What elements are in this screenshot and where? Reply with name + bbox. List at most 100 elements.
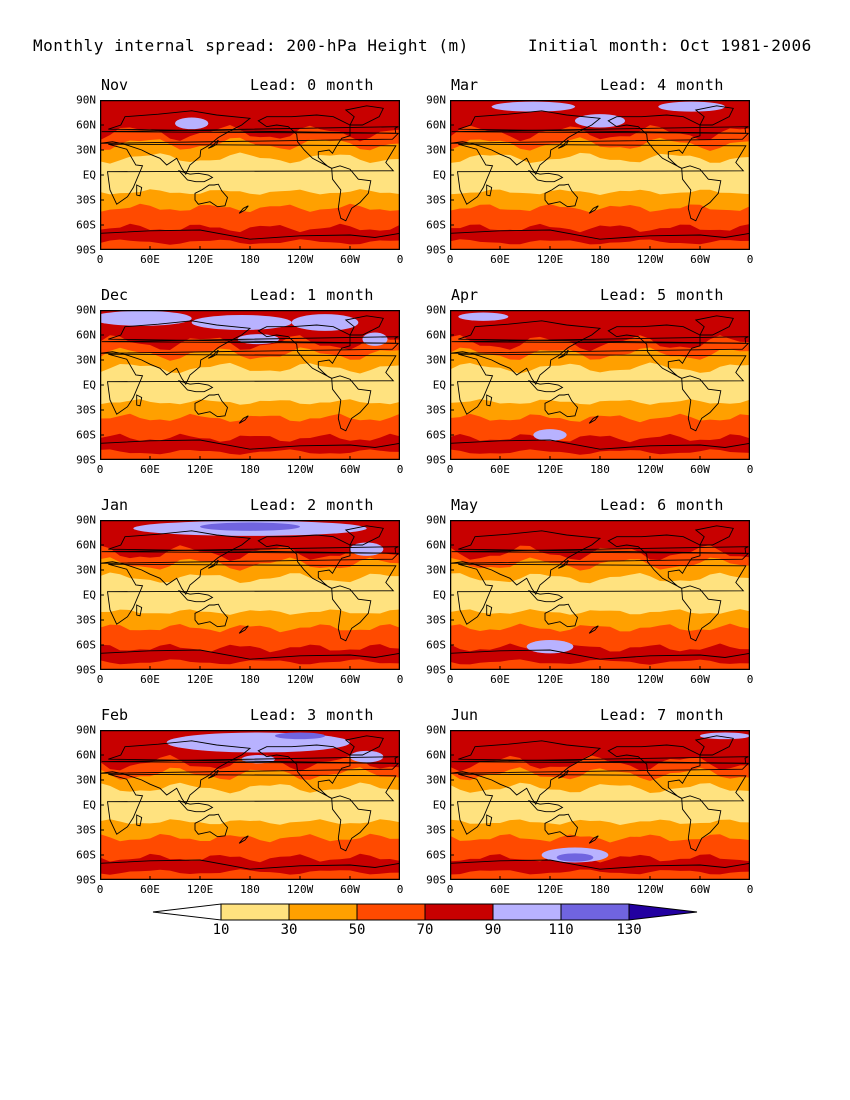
coastline-europe-asia bbox=[100, 320, 400, 386]
coastline-madagascar bbox=[136, 604, 143, 617]
colorbar-label: 70 bbox=[416, 922, 434, 938]
x-tick-label: 180 bbox=[240, 673, 260, 686]
x-tick-label: 180 bbox=[590, 463, 610, 476]
coastline-europe-asia bbox=[450, 320, 750, 386]
coastline-japan bbox=[208, 139, 219, 149]
coastline-indonesia bbox=[527, 589, 564, 603]
coastline-europe-asia bbox=[450, 740, 750, 806]
y-tick-label: 60N bbox=[76, 538, 96, 552]
panel-month-label: Nov bbox=[101, 76, 129, 94]
coastline-uk bbox=[101, 756, 399, 764]
coastline-greenland bbox=[344, 735, 384, 756]
x-tick-label: 120E bbox=[186, 883, 214, 896]
coastline-south-america bbox=[331, 165, 372, 222]
y-tick-label: 90S bbox=[76, 243, 96, 257]
coastline-japan bbox=[558, 139, 569, 149]
x-tick-label: 0 bbox=[446, 673, 454, 686]
coastline-australia bbox=[544, 813, 579, 838]
x-tick-label: 0 bbox=[96, 883, 104, 896]
panel-month-label: Feb bbox=[101, 706, 129, 724]
coastline-new-zealand bbox=[588, 625, 599, 634]
coastline-greenland bbox=[344, 105, 384, 126]
y-tick-label: EQ bbox=[432, 588, 446, 602]
panel-month-label: Apr bbox=[451, 286, 479, 304]
coastline-south-america bbox=[681, 585, 722, 642]
coastline-greenland bbox=[694, 105, 734, 126]
colorbar-svg bbox=[152, 903, 698, 921]
x-tick-label: 60E bbox=[140, 463, 160, 476]
coastline-indonesia bbox=[177, 799, 214, 813]
coastline-europe-asia bbox=[100, 530, 400, 596]
band-70-90-south bbox=[450, 854, 750, 875]
y-tick-label: EQ bbox=[82, 378, 96, 392]
blob-110-130 bbox=[200, 522, 300, 531]
y-tick-label: 30N bbox=[76, 353, 96, 367]
x-tick-label: 0 bbox=[396, 253, 404, 266]
colorbar-label: 10 bbox=[212, 922, 230, 938]
y-tick-label: 60N bbox=[426, 328, 446, 342]
coastline-new-zealand bbox=[588, 205, 599, 214]
x-tick-label: 0 bbox=[396, 673, 404, 686]
panel-month-label: May bbox=[451, 496, 479, 514]
x-tick-label: 0 bbox=[746, 883, 754, 896]
x-tick-label: 0 bbox=[446, 253, 454, 266]
panel-month-label: Jan bbox=[101, 496, 129, 514]
coastline-indonesia bbox=[177, 379, 214, 393]
coastline-antarctica bbox=[450, 229, 750, 240]
band-70-90-north bbox=[450, 520, 750, 561]
coastline-australia bbox=[544, 603, 579, 628]
x-tick-label: 60W bbox=[690, 673, 710, 686]
coastline-europe-asia bbox=[450, 110, 750, 176]
x-tick-label: 60E bbox=[490, 463, 510, 476]
map-panel bbox=[450, 730, 750, 880]
map-panel bbox=[100, 310, 400, 460]
coastline-antarctica bbox=[450, 859, 750, 870]
coastline-africa bbox=[106, 353, 397, 415]
coastline-antarctica bbox=[450, 439, 750, 450]
colorbar-label: 110 bbox=[548, 922, 574, 938]
coastline-antarctica bbox=[100, 439, 400, 450]
coastline-greenland bbox=[694, 315, 734, 336]
y-tick-label: 30S bbox=[426, 193, 446, 207]
y-tick-label: 60S bbox=[426, 638, 446, 652]
colorbar-label: 90 bbox=[484, 922, 502, 938]
y-tick-label: 60N bbox=[426, 118, 446, 132]
map-panel bbox=[450, 100, 750, 250]
band-70-90-south bbox=[450, 433, 750, 455]
colorbar-low-arrow bbox=[152, 903, 222, 921]
figure-subtitle: Initial month: Oct 1981-2006 bbox=[528, 36, 812, 55]
coastline-south-america bbox=[331, 795, 372, 852]
coastline-new-zealand bbox=[238, 625, 249, 634]
coastline-south-america bbox=[681, 165, 722, 222]
x-tick-label: 0 bbox=[396, 463, 404, 476]
x-tick-label: 60E bbox=[490, 253, 510, 266]
x-tick-label: 180 bbox=[240, 883, 260, 896]
y-tick-label: 30S bbox=[76, 613, 96, 627]
y-tick-label: 60S bbox=[76, 428, 96, 442]
x-tick-label: 180 bbox=[590, 253, 610, 266]
blob-90-110 bbox=[491, 101, 575, 112]
coastline-new-zealand bbox=[238, 205, 249, 214]
x-tick-label: 120W bbox=[636, 673, 664, 686]
coastline-greenland bbox=[344, 315, 384, 336]
coastline-indonesia bbox=[527, 379, 564, 393]
blob-90-110 bbox=[350, 542, 384, 556]
y-tick-label: 30S bbox=[426, 823, 446, 837]
coastline-madagascar bbox=[486, 184, 493, 197]
colorbar-segment bbox=[492, 903, 562, 921]
y-tick-label: 60N bbox=[76, 328, 96, 342]
x-tick-label: 120E bbox=[536, 883, 564, 896]
band-70-90-south bbox=[100, 643, 400, 665]
blob-110-130 bbox=[556, 853, 594, 862]
x-tick-label: 0 bbox=[746, 673, 754, 686]
band-70-90-south bbox=[100, 433, 400, 455]
y-tick-label: 60S bbox=[76, 218, 96, 232]
coastline-australia bbox=[544, 183, 579, 208]
coastline-antarctica bbox=[100, 859, 400, 870]
y-tick-label: 90N bbox=[426, 303, 446, 317]
coastline-australia bbox=[194, 183, 229, 208]
y-tick-label: EQ bbox=[82, 588, 96, 602]
coastline-new-zealand bbox=[588, 415, 599, 424]
x-tick-label: 0 bbox=[746, 463, 754, 476]
y-tick-label: 60N bbox=[426, 538, 446, 552]
